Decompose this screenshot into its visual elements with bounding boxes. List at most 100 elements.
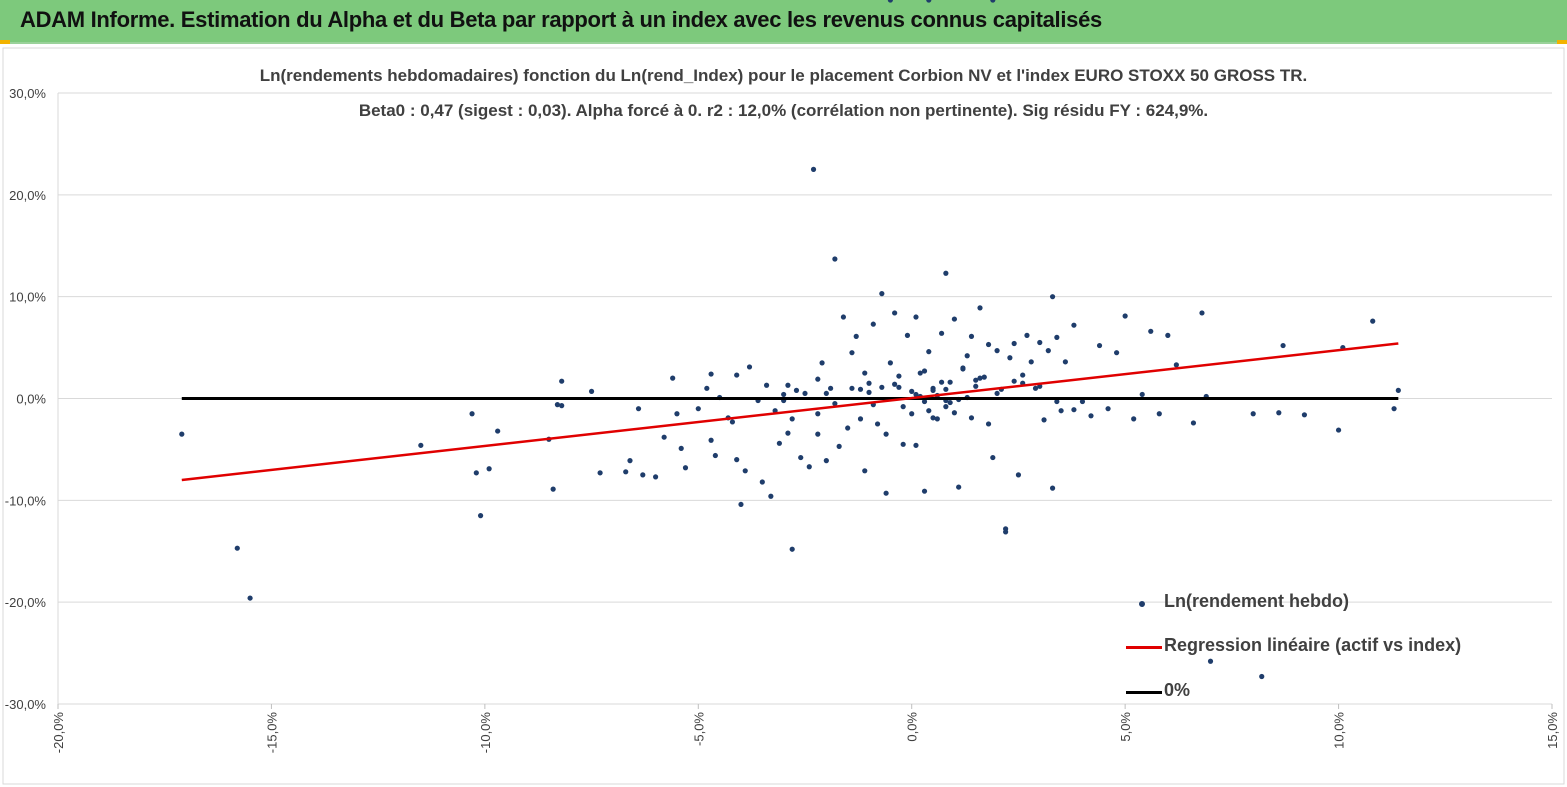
data-point xyxy=(947,379,953,385)
data-point xyxy=(1088,413,1094,419)
data-point xyxy=(418,442,424,448)
data-point xyxy=(712,452,718,459)
data-point xyxy=(909,388,915,394)
data-point xyxy=(985,421,992,427)
data-point xyxy=(1165,332,1171,338)
data-point xyxy=(896,384,902,390)
data-point xyxy=(968,333,975,339)
data-point xyxy=(734,457,740,463)
data-point xyxy=(1199,310,1205,316)
data-point xyxy=(1114,350,1120,356)
data-point xyxy=(674,411,680,417)
data-point xyxy=(832,256,838,262)
data-point xyxy=(1096,342,1103,349)
data-point xyxy=(1131,416,1137,422)
y-tick-label: -20,0% xyxy=(5,595,47,610)
x-tick-label: 5,0% xyxy=(1118,712,1133,742)
data-point xyxy=(806,464,812,470)
data-point xyxy=(763,382,770,388)
data-point xyxy=(1156,411,1162,417)
data-point xyxy=(1122,313,1128,319)
data-point xyxy=(973,377,979,383)
data-point xyxy=(951,410,958,416)
data-point xyxy=(943,404,949,410)
data-point xyxy=(1049,294,1056,300)
data-point xyxy=(1028,359,1034,365)
data-point xyxy=(981,374,987,380)
data-point xyxy=(742,468,748,474)
data-point xyxy=(836,443,842,449)
data-point xyxy=(1024,332,1030,338)
data-point xyxy=(819,360,825,366)
chart-title-line-2: Beta0 : 0,47 (sigest : 0,03). Alpha forc… xyxy=(358,101,1209,120)
data-point xyxy=(588,388,595,394)
data-point xyxy=(623,469,629,475)
data-point xyxy=(815,411,821,417)
data-point xyxy=(1139,391,1145,398)
data-point xyxy=(930,415,936,421)
data-point xyxy=(473,470,479,476)
data-point xyxy=(874,421,881,427)
data-point xyxy=(934,416,940,422)
data-point xyxy=(1003,526,1009,532)
data-point xyxy=(823,390,829,397)
chart-frame xyxy=(2,47,1565,785)
x-tick-label: 15,0% xyxy=(1545,712,1560,749)
data-point xyxy=(990,454,996,461)
y-axis-labels: 30,0% 20,0% 10,0% 0,0% -10,0% -20,0% -30,0% xyxy=(5,86,47,712)
data-point xyxy=(823,458,829,464)
data-point xyxy=(866,380,872,386)
y-tick-label: 20,0% xyxy=(9,188,46,203)
data-point xyxy=(550,486,556,492)
data-point xyxy=(909,411,915,417)
data-point xyxy=(746,364,753,370)
data-point xyxy=(1054,398,1060,405)
x-tick-label: -5,0% xyxy=(691,712,706,746)
data-point xyxy=(559,378,565,384)
data-point xyxy=(793,387,800,393)
data-point xyxy=(789,546,795,552)
x-tick-label: 10,0% xyxy=(1332,712,1347,749)
data-point xyxy=(900,404,906,410)
data-point xyxy=(1148,328,1154,334)
data-point xyxy=(862,370,868,376)
y-tick-label: -30,0% xyxy=(5,697,47,712)
data-point xyxy=(1032,385,1039,391)
data-point xyxy=(892,381,898,387)
data-point xyxy=(678,445,684,451)
data-point xyxy=(990,0,996,3)
data-point xyxy=(947,399,953,406)
data-point xyxy=(1020,372,1026,378)
data-point xyxy=(1301,412,1308,418)
data-point xyxy=(653,474,659,480)
data-point xyxy=(845,425,851,431)
data-point xyxy=(977,375,983,381)
data-point xyxy=(1395,387,1401,393)
data-point xyxy=(1071,322,1077,328)
chart-title-line-1: Ln(rendements hebdomadaires) fonction du… xyxy=(259,66,1308,85)
data-point xyxy=(477,513,484,519)
data-point xyxy=(930,387,936,393)
data-point xyxy=(943,386,949,392)
data-point xyxy=(853,333,859,339)
data-point xyxy=(776,440,782,446)
data-point xyxy=(815,431,821,437)
data-point xyxy=(781,391,787,398)
x-tick-label: -20,0% xyxy=(51,712,66,754)
data-point xyxy=(921,398,928,405)
data-point xyxy=(247,595,253,601)
data-point xyxy=(768,493,774,499)
data-point xyxy=(887,0,893,3)
data-point xyxy=(1079,398,1086,405)
data-point xyxy=(828,385,834,391)
x-tick-label: 0,0% xyxy=(905,712,920,742)
legend-marker-zero xyxy=(1126,691,1162,694)
data-point xyxy=(785,430,791,436)
data-point xyxy=(938,330,945,336)
data-point xyxy=(879,291,885,297)
data-point xyxy=(708,437,714,443)
x-tick-label: -15,0% xyxy=(264,712,279,754)
data-point xyxy=(883,490,889,496)
data-point xyxy=(892,310,898,316)
data-point xyxy=(704,385,710,391)
